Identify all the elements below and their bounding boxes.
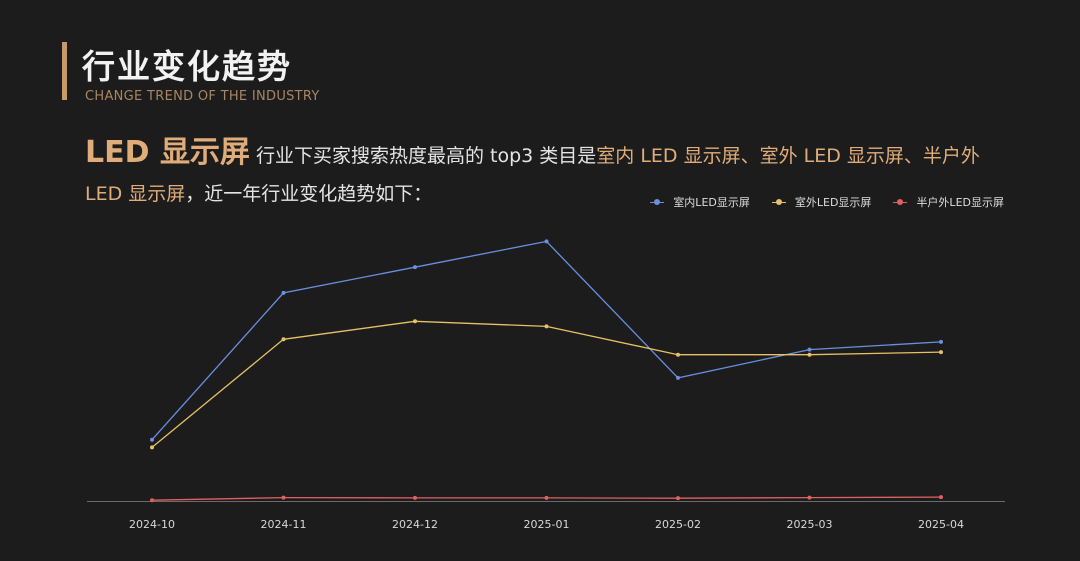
- data-point-indoor[interactable]: [413, 265, 417, 270]
- legend-label-semi-outdoor: 半户外LED显示屏: [916, 196, 1004, 209]
- legend-label-indoor: 室内LED显示屏: [673, 196, 750, 209]
- data-point-outdoor[interactable]: [676, 352, 680, 357]
- data-point-outdoor[interactable]: [939, 350, 943, 355]
- data-point-outdoor[interactable]: [413, 319, 417, 324]
- data-point-semi-outdoor[interactable]: [676, 496, 680, 501]
- data-point-indoor[interactable]: [676, 375, 680, 380]
- description-text2: ，近一年行业变化趋势如下：: [185, 183, 433, 205]
- series-line-indoor: [151, 240, 942, 441]
- legend-item-indoor[interactable]: 室内LED显示屏: [650, 194, 750, 210]
- legend-marker-indoor: [650, 198, 665, 206]
- data-point-semi-outdoor[interactable]: [807, 495, 812, 500]
- data-point-outdoor[interactable]: [544, 324, 549, 329]
- description-highlight: 室内 LED 显示屏、室外 LED 显示屏、半户外 LED 显示屏: [85, 145, 980, 205]
- data-point-indoor[interactable]: [544, 239, 549, 244]
- data-point-indoor[interactable]: [150, 437, 154, 442]
- data-point-semi-outdoor[interactable]: [150, 498, 154, 503]
- data-point-indoor[interactable]: [281, 290, 286, 295]
- x-tick-label: 2025-01: [524, 518, 570, 531]
- x-tick-label: 2024-10: [129, 518, 175, 531]
- data-point-semi-outdoor[interactable]: [939, 495, 943, 500]
- description: LED 显示屏 行业下买家搜索热度最高的 top3 类目是室内 LED 显示屏、室…: [85, 134, 1015, 213]
- data-point-indoor[interactable]: [939, 339, 943, 344]
- title-accent-bar: [62, 42, 67, 100]
- series-line-outdoor: [151, 320, 942, 448]
- x-tick-label: 2024-12: [392, 518, 438, 531]
- data-point-indoor[interactable]: [807, 347, 812, 352]
- data-point-outdoor[interactable]: [281, 337, 286, 342]
- data-point-semi-outdoor[interactable]: [413, 495, 417, 500]
- x-tick-label: 2025-03: [787, 518, 833, 531]
- data-point-outdoor[interactable]: [150, 445, 154, 450]
- legend-item-outdoor[interactable]: 室外LED显示屏: [771, 194, 872, 210]
- legend-item-semi-outdoor[interactable]: 半户外LED显示屏: [893, 194, 1004, 210]
- data-point-semi-outdoor[interactable]: [281, 495, 286, 500]
- data-point-semi-outdoor[interactable]: [544, 495, 549, 500]
- x-tick-label: 2025-04: [918, 518, 964, 531]
- description-text1: 行业下买家搜索热度最高的 top3 类目是: [255, 145, 597, 167]
- page-title: 行业变化趋势: [82, 47, 292, 86]
- chart-legend: 室内LED显示屏 室外LED显示屏 半户外LED显示屏: [650, 194, 1004, 210]
- data-point-outdoor[interactable]: [807, 352, 812, 357]
- x-tick-label: 2025-02: [655, 518, 701, 531]
- legend-marker-outdoor: [771, 198, 786, 206]
- legend-marker-semi-outdoor: [893, 198, 908, 206]
- description-lead: LED 显示屏: [85, 135, 250, 170]
- x-tick-label: 2024-11: [261, 518, 307, 531]
- legend-label-outdoor: 室外LED显示屏: [794, 196, 872, 209]
- page-subtitle: CHANGE TREND OF THE INDUSTRY: [85, 89, 320, 104]
